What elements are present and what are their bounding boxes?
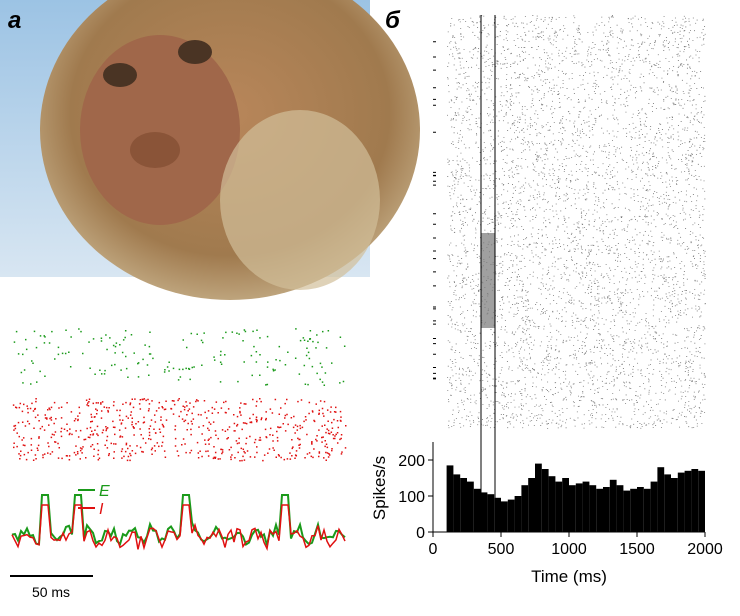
monkey-photo — [0, 0, 420, 300]
y-axis-label: Spikes/s — [370, 456, 389, 520]
raster-b — [433, 15, 706, 429]
bar — [657, 467, 665, 532]
y-tick-label: 200 — [398, 453, 425, 470]
bar — [623, 490, 631, 532]
raster-texture — [447, 15, 706, 429]
bar — [507, 499, 515, 532]
bar — [555, 481, 563, 532]
bar — [630, 488, 637, 532]
bar — [671, 478, 678, 532]
bar — [480, 492, 488, 532]
x-tick-label: 0 — [429, 541, 438, 558]
inhibitory-raster — [12, 398, 347, 462]
x-tick-label: 2000 — [687, 541, 723, 558]
traces — [11, 494, 346, 552]
bar — [596, 488, 603, 532]
bar — [541, 469, 549, 532]
bar — [535, 463, 542, 532]
x-tick-label: 1000 — [551, 541, 587, 558]
panel-label: а — [8, 7, 21, 34]
bar — [494, 497, 501, 532]
excitatory-raster — [13, 328, 346, 387]
bar — [473, 488, 481, 532]
bar — [603, 487, 610, 532]
x-tick-label: 500 — [488, 541, 515, 558]
bar — [575, 483, 583, 532]
bar — [664, 474, 671, 532]
bar — [446, 465, 454, 532]
bar — [528, 478, 535, 532]
bar — [569, 485, 576, 532]
x-tick-label: 1500 — [619, 541, 655, 558]
bar — [521, 485, 529, 532]
bar — [453, 474, 461, 532]
bar — [589, 485, 597, 532]
raster-side-ticks — [433, 41, 436, 380]
bar — [643, 488, 651, 532]
bar — [684, 470, 692, 532]
bar — [677, 472, 685, 532]
bar — [460, 478, 467, 532]
bar — [650, 481, 658, 532]
bar — [698, 470, 705, 532]
panel-label: б — [385, 7, 401, 34]
bar — [582, 481, 590, 532]
bar — [616, 485, 624, 532]
bar — [691, 469, 699, 532]
spike-rasters — [12, 328, 347, 462]
bar — [514, 496, 522, 532]
x-axis-label: Time (ms) — [531, 567, 607, 586]
scale-bar-label: 50 ms — [32, 584, 70, 600]
bar — [562, 478, 569, 532]
bar — [548, 476, 556, 532]
y-tick-label: 0 — [416, 525, 425, 542]
bar — [609, 479, 617, 532]
legend-label: I — [99, 501, 104, 518]
bar — [487, 494, 495, 532]
bar — [501, 501, 508, 532]
y-tick-label: 100 — [398, 489, 425, 506]
legend-label: E — [99, 483, 110, 500]
bar — [467, 481, 474, 532]
bar — [637, 487, 644, 532]
